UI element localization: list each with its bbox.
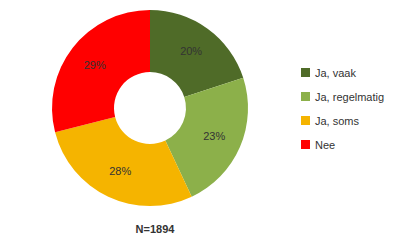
- svg-text:20%: 20%: [180, 45, 202, 57]
- svg-text:29%: 29%: [84, 59, 106, 71]
- svg-text:Ja, vaak: Ja, vaak: [315, 67, 356, 79]
- svg-text:N=1894: N=1894: [136, 223, 176, 235]
- svg-text:23%: 23%: [203, 130, 225, 142]
- svg-text:28%: 28%: [109, 165, 131, 177]
- svg-text:Ja, regelmatig: Ja, regelmatig: [315, 91, 384, 103]
- svg-text:Nee: Nee: [315, 139, 335, 151]
- svg-text:Ja, soms: Ja, soms: [315, 115, 360, 127]
